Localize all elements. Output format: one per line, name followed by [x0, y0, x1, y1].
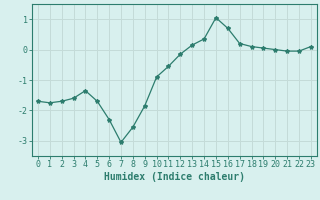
X-axis label: Humidex (Indice chaleur): Humidex (Indice chaleur)	[104, 172, 245, 182]
